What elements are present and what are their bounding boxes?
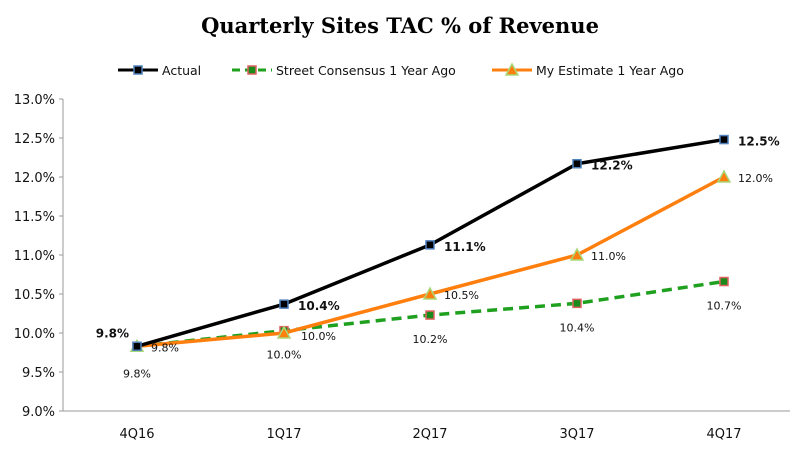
data-point-marker xyxy=(716,169,732,183)
axes: 9.0% 9.5% 10.0% 10.5% 11.0% 11.5% 12.0% 12.5% 13… xyxy=(14,93,790,442)
data-label: 10.0% xyxy=(301,330,336,343)
x-tick-label: 1Q17 xyxy=(266,427,301,442)
legend-marker xyxy=(504,62,520,76)
chart-title: Quarterly Sites TAC % of Revenue xyxy=(201,13,599,38)
legend-label: Street Consensus 1 Year Ago xyxy=(276,63,456,78)
data-point-marker xyxy=(279,299,289,309)
data-label: 12.5% xyxy=(738,135,780,149)
data-label: 10.5% xyxy=(444,289,479,302)
legend-marker xyxy=(247,65,257,75)
data-point-marker xyxy=(719,134,729,145)
legend-item: Actual xyxy=(118,63,201,78)
data-label: 10.0% xyxy=(267,349,302,362)
data-point-marker xyxy=(276,325,292,339)
legend-label: Actual xyxy=(162,63,201,78)
legend-item: My Estimate 1 Year Ago xyxy=(492,62,684,78)
legend-marker xyxy=(133,65,143,75)
data-point-marker xyxy=(569,247,585,261)
data-point-marker xyxy=(425,240,435,250)
legend-item: Street Consensus 1 Year Ago xyxy=(232,63,456,78)
data-label: 10.4% xyxy=(298,299,340,313)
y-tick-label: 9.0% xyxy=(22,405,55,420)
y-tick-label: 11.0% xyxy=(14,249,55,264)
data-point-marker xyxy=(719,276,729,287)
legend-label: My Estimate 1 Year Ago xyxy=(536,63,684,78)
data-point-marker xyxy=(572,298,582,309)
data-label: 10.2% xyxy=(413,333,448,346)
data-label: 11.0% xyxy=(591,250,626,263)
data-label: 10.4% xyxy=(560,321,595,334)
data-label: 12.2% xyxy=(591,159,633,173)
y-tick-label: 13.0% xyxy=(14,93,55,108)
y-tick-label: 11.5% xyxy=(14,210,55,225)
data-label: 10.7% xyxy=(707,300,742,313)
y-tick-label: 10.0% xyxy=(14,327,55,342)
data-point-marker xyxy=(422,286,438,300)
x-tick-label: 3Q17 xyxy=(559,427,594,442)
y-tick-label: 10.5% xyxy=(14,288,55,303)
data-point-marker xyxy=(132,341,142,352)
y-tick-label: 12.5% xyxy=(14,132,55,147)
series-group xyxy=(129,134,732,353)
y-tick-label: 12.0% xyxy=(14,171,55,186)
x-tick-label: 4Q17 xyxy=(706,427,741,442)
data-label: 11.1% xyxy=(444,240,486,254)
y-tick-label: 9.5% xyxy=(22,366,55,381)
x-tick-label: 2Q17 xyxy=(412,427,447,442)
x-tick-label: 4Q16 xyxy=(119,427,154,442)
data-labels: 9.8% 10.4% 11.1% 12.2% 12.5% 9.8% 10.0% 10.2% 10… xyxy=(96,135,780,381)
data-label: 9.8% xyxy=(123,367,151,380)
data-label: 9.8% xyxy=(151,341,179,354)
data-point-marker xyxy=(572,158,582,169)
data-label: 12.0% xyxy=(738,172,773,185)
legend: Actual Street Consensus 1 Year Ago My Esti… xyxy=(118,62,684,78)
data-label: 9.8% xyxy=(96,326,129,340)
data-point-marker xyxy=(425,310,435,320)
